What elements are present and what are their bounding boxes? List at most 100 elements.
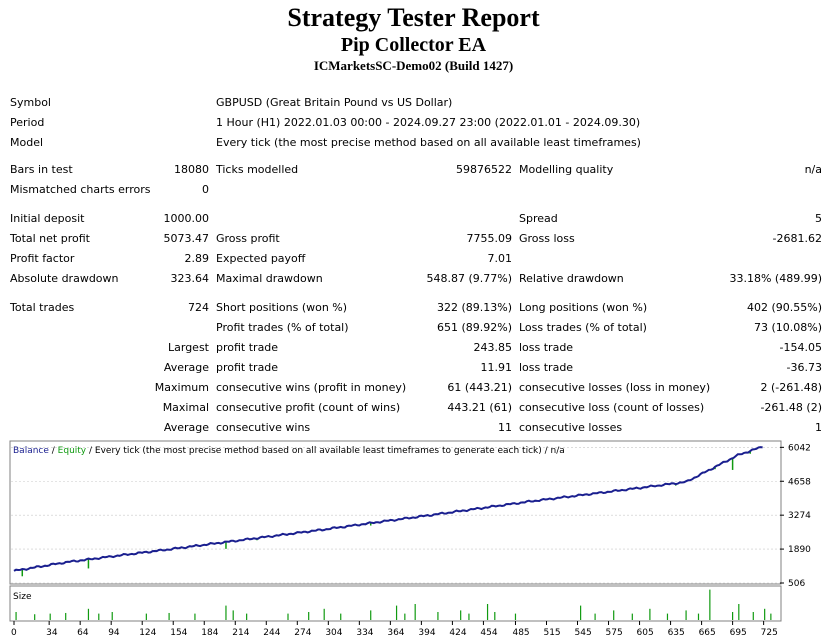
x-tick-label: 635 <box>668 628 685 638</box>
period-value: 1 Hour (H1) 2022.01.03 00:00 - 2024.09.2… <box>216 116 641 129</box>
x-tick-label: 424 <box>449 628 466 638</box>
gross-loss-value: -2681.62 <box>772 232 822 245</box>
average-label: Average <box>163 361 209 374</box>
x-tick-label: 124 <box>139 628 156 638</box>
profit-trades-value: 651 (89.92%) <box>436 321 512 334</box>
gross-loss-label: Gross loss <box>519 232 575 245</box>
main-plot-frame <box>9 440 782 585</box>
total-trades-value: 724 <box>188 301 209 314</box>
period-label: Period <box>10 116 45 129</box>
balance-line <box>13 446 763 572</box>
x-tick-label: 0 <box>11 628 17 638</box>
short-positions-value: 322 (89.13%) <box>436 301 512 314</box>
net-profit-label: Total net profit <box>10 232 90 245</box>
x-tick-label: 154 <box>170 628 187 638</box>
maximal-label: Maximal <box>162 401 209 414</box>
abs-drawdown-label: Absolute drawdown <box>10 272 119 285</box>
short-positions-label: Short positions (won %) <box>216 301 348 314</box>
x-tick-label: 184 <box>201 628 218 638</box>
maximum-label: Maximum <box>154 381 209 394</box>
total-trades-label: Total trades <box>10 301 75 314</box>
average-loss-value: -36.73 <box>786 361 822 374</box>
deposit-value: 1000.00 <box>163 212 210 225</box>
x-tick-label: 545 <box>575 628 592 638</box>
x-tick-label: 394 <box>418 628 435 638</box>
model-value: Every tick (the most precise method base… <box>216 136 641 149</box>
maximal-consecutive-profit-value: 443.21 (61) <box>447 401 512 414</box>
legend-equity: Equity <box>58 446 87 456</box>
long-positions-label: Long positions (won %) <box>519 301 648 314</box>
largest-profit-value: 243.85 <box>473 341 513 354</box>
bars-value: 18080 <box>174 163 209 176</box>
chart-legend: Balance / Equity / Every tick (the most … <box>13 446 565 456</box>
x-tick-label: 665 <box>699 628 716 638</box>
largest-profit-label: profit trade <box>216 341 279 354</box>
x-tick-label: 725 <box>761 628 778 638</box>
ticks-value: 59876522 <box>456 163 512 176</box>
legend-sep-1: / <box>49 446 58 456</box>
largest-label: Largest <box>168 341 209 354</box>
size-series <box>15 589 772 620</box>
loss-trades-label: Loss trades (% of total) <box>519 321 647 334</box>
abs-drawdown-value: 323.64 <box>170 272 210 285</box>
avg-consecutive-losses-label: consecutive losses <box>519 421 623 434</box>
x-tick-label: 94 <box>108 628 120 638</box>
x-tick-label: 695 <box>730 628 747 638</box>
x-tick-label: 515 <box>543 628 560 638</box>
maximal-consecutive-profit-label: consecutive profit (count of wins) <box>216 401 401 414</box>
average-loss-label: loss trade <box>519 361 574 374</box>
max-consecutive-wins-label: consecutive wins (profit in money) <box>216 381 407 394</box>
symbol-label: Symbol <box>10 96 51 109</box>
x-tick-label: 364 <box>387 628 404 638</box>
profit-factor-label: Profit factor <box>10 252 75 265</box>
size-plot-frame <box>9 585 782 622</box>
max-consecutive-losses-value: 2 (-261.48) <box>760 381 822 394</box>
server-build: ICMarketsSC-Demo02 (Build 1427) <box>313 58 514 73</box>
x-tick-label: 274 <box>294 628 311 638</box>
size-label: Size <box>13 592 32 602</box>
ticks-label: Ticks modelled <box>216 163 299 176</box>
y-axis-ticks: 506 1890 3274 4658 6042 <box>780 443 811 589</box>
y-tick-label: 1890 <box>788 545 811 555</box>
net-profit-value: 5073.47 <box>163 232 210 245</box>
gross-profit-value: 7755.09 <box>466 232 513 245</box>
average2-label: Average <box>163 421 209 434</box>
quality-value: n/a <box>804 163 822 176</box>
x-tick-label: 214 <box>232 628 249 638</box>
maximal-consecutive-loss-label: consecutive loss (count of losses) <box>519 401 705 414</box>
legend-sep-2: / <box>86 446 95 456</box>
x-tick-label: 454 <box>480 628 497 638</box>
legend-balance: Balance <box>13 446 49 456</box>
gross-profit-label: Gross profit <box>216 232 280 245</box>
largest-loss-value: -154.05 <box>779 341 822 354</box>
legend-description: Every tick (the most precise method base… <box>95 446 565 456</box>
x-tick-label: 575 <box>606 628 623 638</box>
profit-factor-value: 2.89 <box>184 252 210 265</box>
expected-payoff-label: Expected payoff <box>216 252 306 265</box>
profit-trades-label: Profit trades (% of total) <box>216 321 349 334</box>
model-label: Model <box>10 136 44 149</box>
y-tick-label: 4658 <box>788 477 811 487</box>
x-tick-label: 605 <box>637 628 654 638</box>
maximal-consecutive-loss-value: -261.48 (2) <box>760 401 822 414</box>
max-consecutive-wins-value: 61 (443.21) <box>447 381 512 394</box>
chart-grid <box>11 447 780 584</box>
report-title: Strategy Tester Report <box>287 3 540 32</box>
largest-loss-label: loss trade <box>519 341 574 354</box>
spread-value: 5 <box>815 212 822 225</box>
rel-drawdown-label: Relative drawdown <box>519 272 624 285</box>
avg-consecutive-wins-label: consecutive wins <box>216 421 311 434</box>
average-profit-value: 11.91 <box>480 361 513 374</box>
x-tick-label: 334 <box>356 628 373 638</box>
x-tick-label: 64 <box>77 628 89 638</box>
long-positions-value: 402 (90.55%) <box>746 301 822 314</box>
y-tick-label: 506 <box>788 579 805 589</box>
bars-label: Bars in test <box>10 163 73 176</box>
max-consecutive-losses-label: consecutive losses (loss in money) <box>519 381 711 394</box>
deposit-label: Initial deposit <box>10 212 85 225</box>
x-tick-label: 34 <box>46 628 58 638</box>
x-tick-label: 304 <box>325 628 342 638</box>
mismatch-value: 0 <box>202 183 209 196</box>
ea-name: Pip Collector EA <box>340 34 487 56</box>
loss-trades-value: 73 (10.08%) <box>753 321 822 334</box>
